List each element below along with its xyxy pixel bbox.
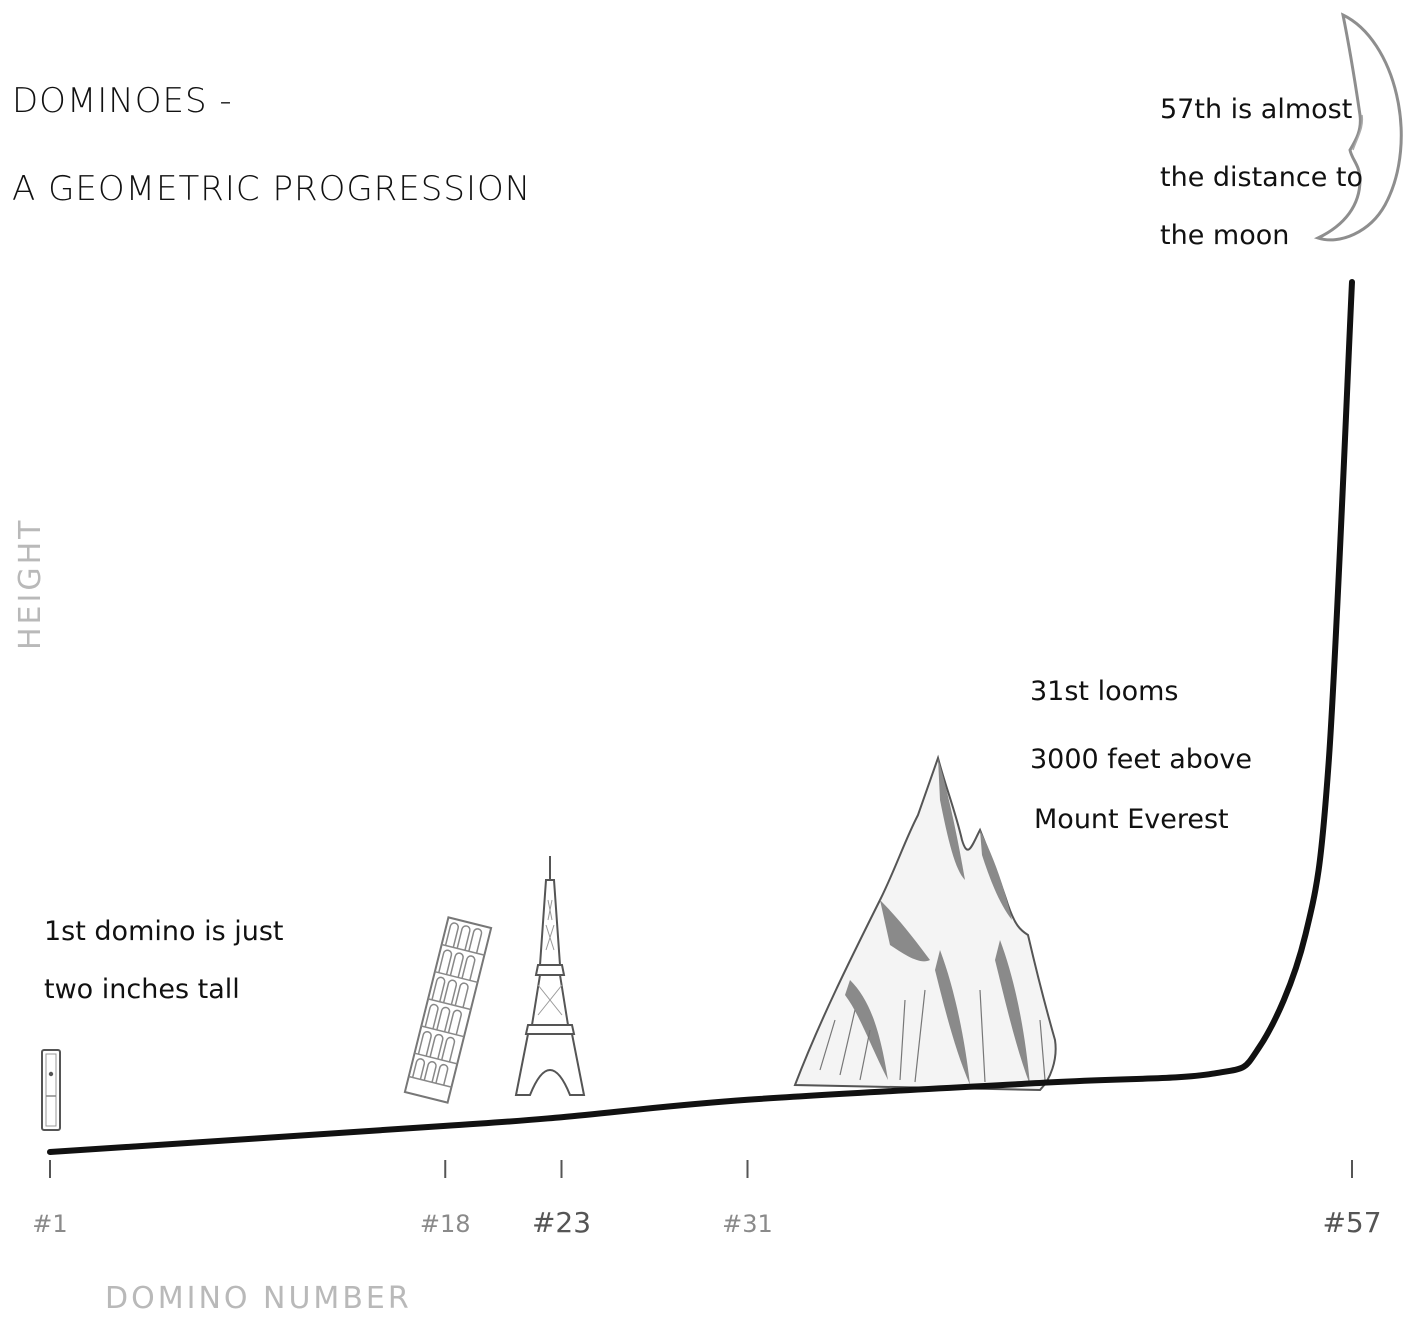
mountain-icon xyxy=(793,754,1057,1092)
chart-title: DOMINOES - xyxy=(12,81,233,121)
annotation-line: the moon xyxy=(1160,220,1289,251)
annotation-line: 3000 feet above xyxy=(1030,744,1252,775)
annotation-line: 57th is almost xyxy=(1160,94,1352,125)
x-tick-label: #23 xyxy=(532,1206,591,1239)
leaning-tower-of-pisa-icon xyxy=(403,916,493,1104)
annotation-domino-57: 57th is almost the distance to the moon xyxy=(1160,94,1363,251)
y-axis-label: HEIGHT xyxy=(13,518,48,651)
annotation-line: the distance to xyxy=(1160,162,1363,193)
annotation-domino-1: 1st domino is just two inches tall xyxy=(44,916,284,1005)
annotation-domino-31: 31st looms 3000 feet above Mount Everest xyxy=(1030,676,1252,835)
annotation-line: 1st domino is just xyxy=(44,916,284,947)
x-tick-label: #18 xyxy=(420,1210,471,1238)
domino-icon xyxy=(41,1049,61,1131)
eiffel-tower-icon xyxy=(514,856,586,1096)
x-tick-label: #31 xyxy=(722,1210,773,1238)
x-axis-ticks: #1 #18 #23 #31 #57 xyxy=(32,1160,1382,1239)
x-axis-label: DOMINO NUMBER xyxy=(105,1281,412,1316)
annotation-line: two inches tall xyxy=(44,974,240,1005)
chart-subtitle: A GEOMETRIC PROGRESSION xyxy=(12,169,531,209)
annotation-line: 31st looms xyxy=(1030,676,1179,707)
annotation-line: Mount Everest xyxy=(1034,804,1229,835)
x-tick-label: #57 xyxy=(1322,1206,1381,1239)
series-line xyxy=(47,279,1355,1155)
x-tick-label: #1 xyxy=(32,1210,67,1238)
crescent-moon-icon xyxy=(1313,12,1403,242)
